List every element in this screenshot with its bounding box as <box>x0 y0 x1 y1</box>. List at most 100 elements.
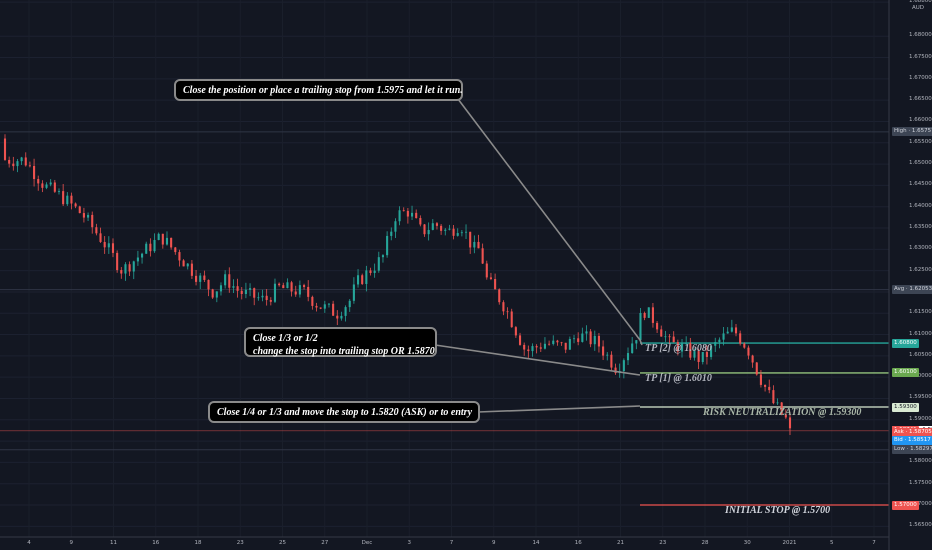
candle-down <box>764 384 767 387</box>
candle-up <box>776 402 779 404</box>
candle-down <box>319 307 322 309</box>
candle-up <box>631 343 634 354</box>
y-tick-label: 1.66500 <box>909 96 932 103</box>
candle-up <box>685 343 688 344</box>
candle-up <box>464 231 468 233</box>
tp1-label: TP [1] @ 1.6010 <box>645 373 712 384</box>
candle-up <box>390 231 393 236</box>
candle-up <box>232 286 235 288</box>
y-tick-label: 1.58000 <box>909 458 932 465</box>
candle-up <box>427 229 430 235</box>
summary-tag-low: Low · 1.58297 <box>892 445 932 455</box>
candle-down <box>91 214 94 228</box>
candle-up <box>647 307 650 318</box>
candle-down <box>41 183 44 188</box>
candle-down <box>452 228 455 236</box>
candle-down <box>178 252 181 261</box>
candle-down <box>111 243 115 253</box>
candle-up <box>153 239 156 252</box>
x-tick-label: 21 <box>617 540 624 546</box>
candle-up <box>286 282 289 289</box>
candle-up <box>680 343 684 352</box>
x-tick-label: 23 <box>236 540 244 546</box>
candle-down <box>743 343 746 348</box>
candle-down <box>62 191 65 205</box>
candle-down <box>435 223 439 226</box>
candle-up <box>249 288 252 290</box>
candle-down <box>672 336 675 343</box>
candle-down <box>556 340 559 343</box>
candle-down <box>739 333 742 344</box>
candle-up <box>45 184 48 188</box>
candle-down <box>203 275 206 280</box>
candle-up <box>531 346 534 352</box>
x-tick-label: 7 <box>449 540 454 546</box>
x-tick-label: 9 <box>69 540 74 546</box>
pointer-partial-close <box>434 344 641 376</box>
candle-up <box>722 333 725 340</box>
candle-down <box>161 233 164 245</box>
x-tick-label: 5 <box>830 540 834 546</box>
candle-down <box>489 277 493 279</box>
candle-up <box>87 214 90 218</box>
candle-down <box>768 386 771 391</box>
candle-down <box>597 335 600 347</box>
candle-down <box>190 263 193 276</box>
candle-down <box>560 342 563 344</box>
initial-stop-label: INITIAL STOP @ 1.5700 <box>725 505 831 516</box>
candle-down <box>548 343 551 345</box>
candle-down <box>535 346 538 348</box>
candle-up <box>348 300 351 308</box>
x-tick-label: 2021 <box>782 540 797 546</box>
callout-move-stop: Close 1/4 or 1/3 and move the stop to 1.… <box>208 401 480 423</box>
candle-up <box>57 191 61 192</box>
candle-down <box>539 347 542 349</box>
candle-down <box>37 179 40 184</box>
candle-down <box>643 312 646 318</box>
candle-down <box>120 270 123 274</box>
x-tick-label: 18 <box>194 540 202 546</box>
candle-down <box>99 233 102 242</box>
candle-down <box>514 327 517 336</box>
candle-up <box>693 351 696 358</box>
y-tick-label: 1.66000 <box>909 117 932 124</box>
y-tick-label: 1.56500 <box>909 522 932 529</box>
candle-down <box>307 286 310 297</box>
candle-down <box>3 138 7 160</box>
candle-down <box>668 336 671 338</box>
candle-down <box>70 195 73 204</box>
candle-down <box>656 322 659 330</box>
candle-down <box>755 362 758 375</box>
candle-down <box>174 247 177 253</box>
candle-up <box>49 182 52 185</box>
candle-up <box>145 243 148 254</box>
callout-partial-close-line2: change the stop into trailing stop OR 1.… <box>253 345 435 357</box>
candle-up <box>444 229 447 231</box>
candle-up <box>327 303 331 305</box>
y-tick-label: 1.61000 <box>909 330 932 337</box>
candle-up <box>20 157 23 162</box>
candle-down <box>12 163 15 167</box>
candle-down <box>788 417 792 429</box>
candle-up <box>323 304 326 309</box>
candle-down <box>170 237 173 248</box>
y-tick-label: 1.64000 <box>909 202 932 209</box>
candle-down <box>502 302 505 312</box>
candle-down <box>228 274 231 288</box>
candle-down <box>128 264 131 272</box>
candle-up <box>701 351 704 362</box>
candle-up <box>386 235 389 256</box>
y-tick-label: 1.63000 <box>909 245 932 252</box>
callout-partial-close: Close 1/3 or 1/2 change the stop into tr… <box>244 327 437 357</box>
candle-up <box>606 354 609 356</box>
y-tick-label: 1.57500 <box>909 479 932 486</box>
price-tag: 1.60100 <box>892 368 919 378</box>
candle-up <box>572 338 576 340</box>
candle-down <box>103 241 106 248</box>
candle-up <box>568 338 571 350</box>
currency-label: AUD <box>912 5 925 11</box>
candle-up <box>626 353 630 361</box>
candle-up <box>635 340 638 344</box>
candle-down <box>440 225 443 231</box>
